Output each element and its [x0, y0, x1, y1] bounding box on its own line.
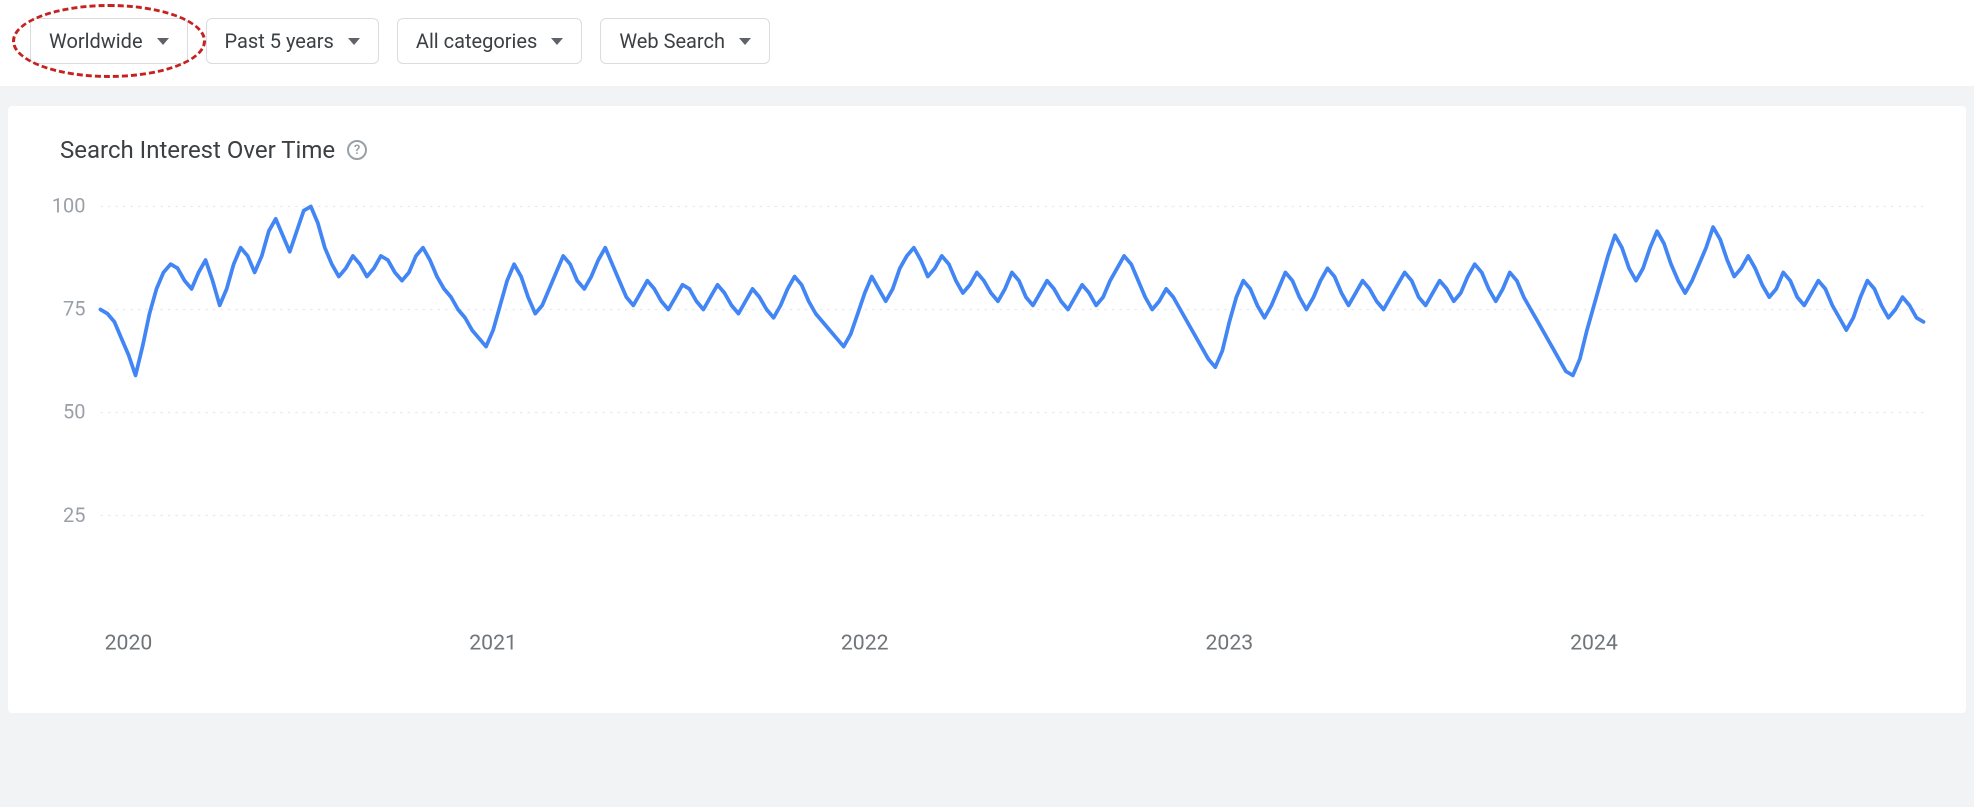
chevron-down-icon [551, 38, 563, 45]
region-dropdown[interactable]: Worldwide [30, 18, 188, 64]
help-icon[interactable]: ? [347, 140, 367, 160]
searchtype-dropdown-label: Web Search [619, 29, 725, 53]
region-dropdown-label: Worldwide [49, 29, 143, 53]
svg-text:2020: 2020 [105, 631, 153, 656]
category-dropdown-label: All categories [416, 29, 537, 53]
svg-text:25: 25 [63, 503, 85, 527]
interest-line-chart: 25 50 75 100 2020 2021 2022 2023 2024 [38, 194, 1936, 693]
filter-bar: Worldwide Past 5 years All categories We… [0, 0, 1974, 86]
searchtype-dropdown[interactable]: Web Search [600, 18, 770, 64]
svg-text:75: 75 [63, 297, 85, 321]
svg-text:100: 100 [52, 194, 86, 218]
svg-text:2023: 2023 [1205, 631, 1253, 656]
card-title: Search Interest Over Time [60, 136, 335, 164]
svg-text:50: 50 [63, 400, 85, 424]
chevron-down-icon [739, 38, 751, 45]
svg-text:2024: 2024 [1570, 631, 1618, 656]
card-header: Search Interest Over Time ? [38, 136, 1936, 164]
chart-container: 25 50 75 100 2020 2021 2022 2023 2024 [38, 194, 1936, 693]
category-dropdown[interactable]: All categories [397, 18, 582, 64]
timerange-dropdown[interactable]: Past 5 years [206, 18, 379, 64]
timerange-dropdown-label: Past 5 years [225, 29, 334, 53]
chevron-down-icon [157, 38, 169, 45]
svg-text:2021: 2021 [469, 631, 517, 656]
page-root: Worldwide Past 5 years All categories We… [0, 0, 1974, 721]
chart-card: Search Interest Over Time ? 25 50 75 100 202… [8, 106, 1966, 713]
svg-text:2022: 2022 [841, 631, 889, 656]
chevron-down-icon [348, 38, 360, 45]
